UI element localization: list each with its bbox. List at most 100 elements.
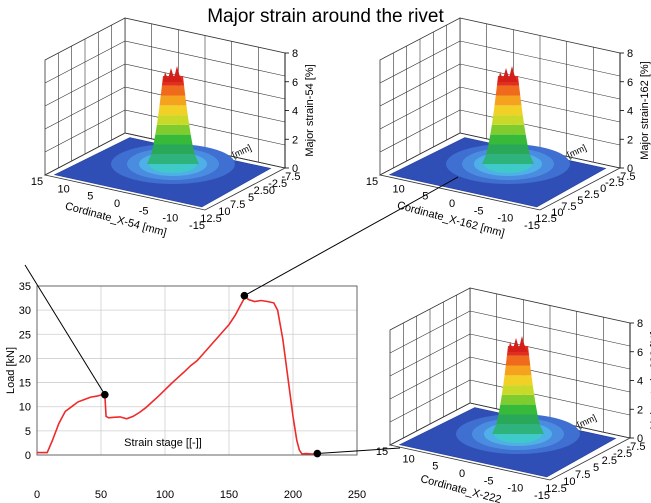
connector-line xyxy=(24,264,106,395)
y-tick-label: 5 xyxy=(593,462,599,474)
x-tick-label: 5 xyxy=(87,191,93,203)
stage-marker xyxy=(240,291,249,300)
y-tick-label: 12.5 xyxy=(545,483,566,495)
surface-band xyxy=(486,144,530,155)
figure-title: Major strain around the rivet xyxy=(207,6,444,27)
surface-band xyxy=(156,115,190,125)
y-tick-label: 10 xyxy=(218,206,230,218)
y-tick-label: 20 xyxy=(19,353,31,365)
x-tick-label: 100 xyxy=(156,489,174,501)
x-tick-label: 15 xyxy=(376,446,388,458)
x-tick-label: 15 xyxy=(366,176,378,188)
surface-band xyxy=(482,154,534,164)
y-tick-label: 0 xyxy=(25,450,31,462)
surface-band xyxy=(155,124,191,135)
x-tick-label: -5 xyxy=(139,205,149,217)
load-chart: 0 50 100 150 200 250 0 5 10 15 20 25 30 35 Load [kN] St… xyxy=(5,281,366,501)
x-tick-label: 10 xyxy=(58,183,70,195)
z-axis-label: Major strain-54 [%] xyxy=(304,64,316,156)
y-tick-label: 7.5 xyxy=(230,199,245,211)
y-tick-label: 5 xyxy=(248,192,254,204)
z-tick-label: 2 xyxy=(292,134,298,146)
x-tick-label: 0 xyxy=(459,468,465,480)
surface-peak xyxy=(163,66,183,82)
y-tick-label: 10 xyxy=(551,207,563,219)
z-tick-label: 0 xyxy=(637,433,643,445)
y-tick-label: -7.5 xyxy=(617,171,636,183)
z-axis-label: Major strain-222 [%] xyxy=(649,331,651,429)
x-tick-label: 0 xyxy=(449,198,455,210)
y-tick-label: -7.5 xyxy=(282,171,301,183)
surface-band xyxy=(500,394,536,405)
y-tick-label: 5 xyxy=(25,426,31,438)
x-tick-label: 10 xyxy=(403,453,415,465)
surface-band xyxy=(496,414,540,425)
y-tick-label: 7.5 xyxy=(575,469,590,481)
z-tick-label: 4 xyxy=(292,106,298,118)
surface-band xyxy=(495,85,521,96)
z-tick-label: 6 xyxy=(292,77,298,89)
x-tick-label: -15 xyxy=(534,490,550,502)
y-tick-label: 2.50 xyxy=(254,185,275,197)
y-tick-label: 30 xyxy=(19,305,31,317)
y-tick-label: 10 xyxy=(19,402,31,414)
x-tick-label: -5 xyxy=(484,475,494,487)
x-tick-label: 50 xyxy=(95,489,107,501)
surface-band xyxy=(151,144,195,155)
surface-band xyxy=(492,424,544,434)
stage-marker xyxy=(101,390,109,399)
surface-band xyxy=(504,365,532,376)
z-tick-label: 4 xyxy=(627,106,633,118)
surface-band xyxy=(159,95,187,106)
z-tick-label: 6 xyxy=(627,77,633,89)
z-tick-label: 6 xyxy=(637,347,643,359)
load-series-line xyxy=(37,294,318,455)
surface-peak xyxy=(508,336,528,352)
y-tick-label: 10 xyxy=(563,476,575,488)
x-tick-label: -10 xyxy=(162,213,178,225)
surface-band xyxy=(160,85,186,96)
y-tick-label: -2.5 xyxy=(613,448,632,460)
x-tick-label: 200 xyxy=(284,489,302,501)
x-tick-label: -15 xyxy=(524,220,540,232)
z-tick-label: 8 xyxy=(292,48,298,60)
z-tick-label: 4 xyxy=(637,376,643,388)
z-tick-label: 8 xyxy=(637,318,643,330)
surface-band xyxy=(153,134,193,145)
y-tick-label: 2.5 xyxy=(602,455,617,467)
x-axis-label: Strain stage [[-]] xyxy=(124,437,202,449)
y-tick-label: 12.5 xyxy=(535,213,556,225)
surface-band xyxy=(498,404,538,415)
x-tick-label: 10 xyxy=(393,183,405,195)
surface-band xyxy=(505,355,531,366)
y-tick-label: -2.5 xyxy=(605,177,624,189)
y-tick-label: 5 xyxy=(577,195,583,207)
surface-band xyxy=(488,134,528,145)
surface-band xyxy=(147,154,199,164)
connector-line xyxy=(317,447,401,455)
y-tick-label: 2.5 xyxy=(584,189,599,201)
x-tick-label: 0 xyxy=(114,198,120,210)
surface-band xyxy=(503,375,533,386)
surface-band xyxy=(490,124,526,135)
y-tick-label: 15 xyxy=(19,378,31,390)
x-tick-label: 5 xyxy=(432,461,438,473)
x-tick-label: -5 xyxy=(474,205,484,217)
z-tick-label: 0 xyxy=(292,163,298,175)
y-tick-label: 35 xyxy=(19,281,31,293)
surface-plot-1: 0 2 4 6 8 Major strain-54 [%] 15 10 5 0 -5 -10 -1512… xyxy=(31,17,316,239)
z-tick-label: 2 xyxy=(627,134,633,146)
y-tick-label: -2.5 xyxy=(268,178,287,190)
surface-band xyxy=(491,115,525,125)
surface-band xyxy=(158,105,188,116)
surface-peak xyxy=(498,66,518,82)
x-tick-label: 150 xyxy=(220,489,238,501)
z-tick-label: 8 xyxy=(627,48,633,60)
surface-band xyxy=(494,95,522,106)
x-tick-label: 250 xyxy=(348,489,366,501)
y-tick-label: 0 xyxy=(600,183,606,195)
connector-line xyxy=(244,176,459,297)
